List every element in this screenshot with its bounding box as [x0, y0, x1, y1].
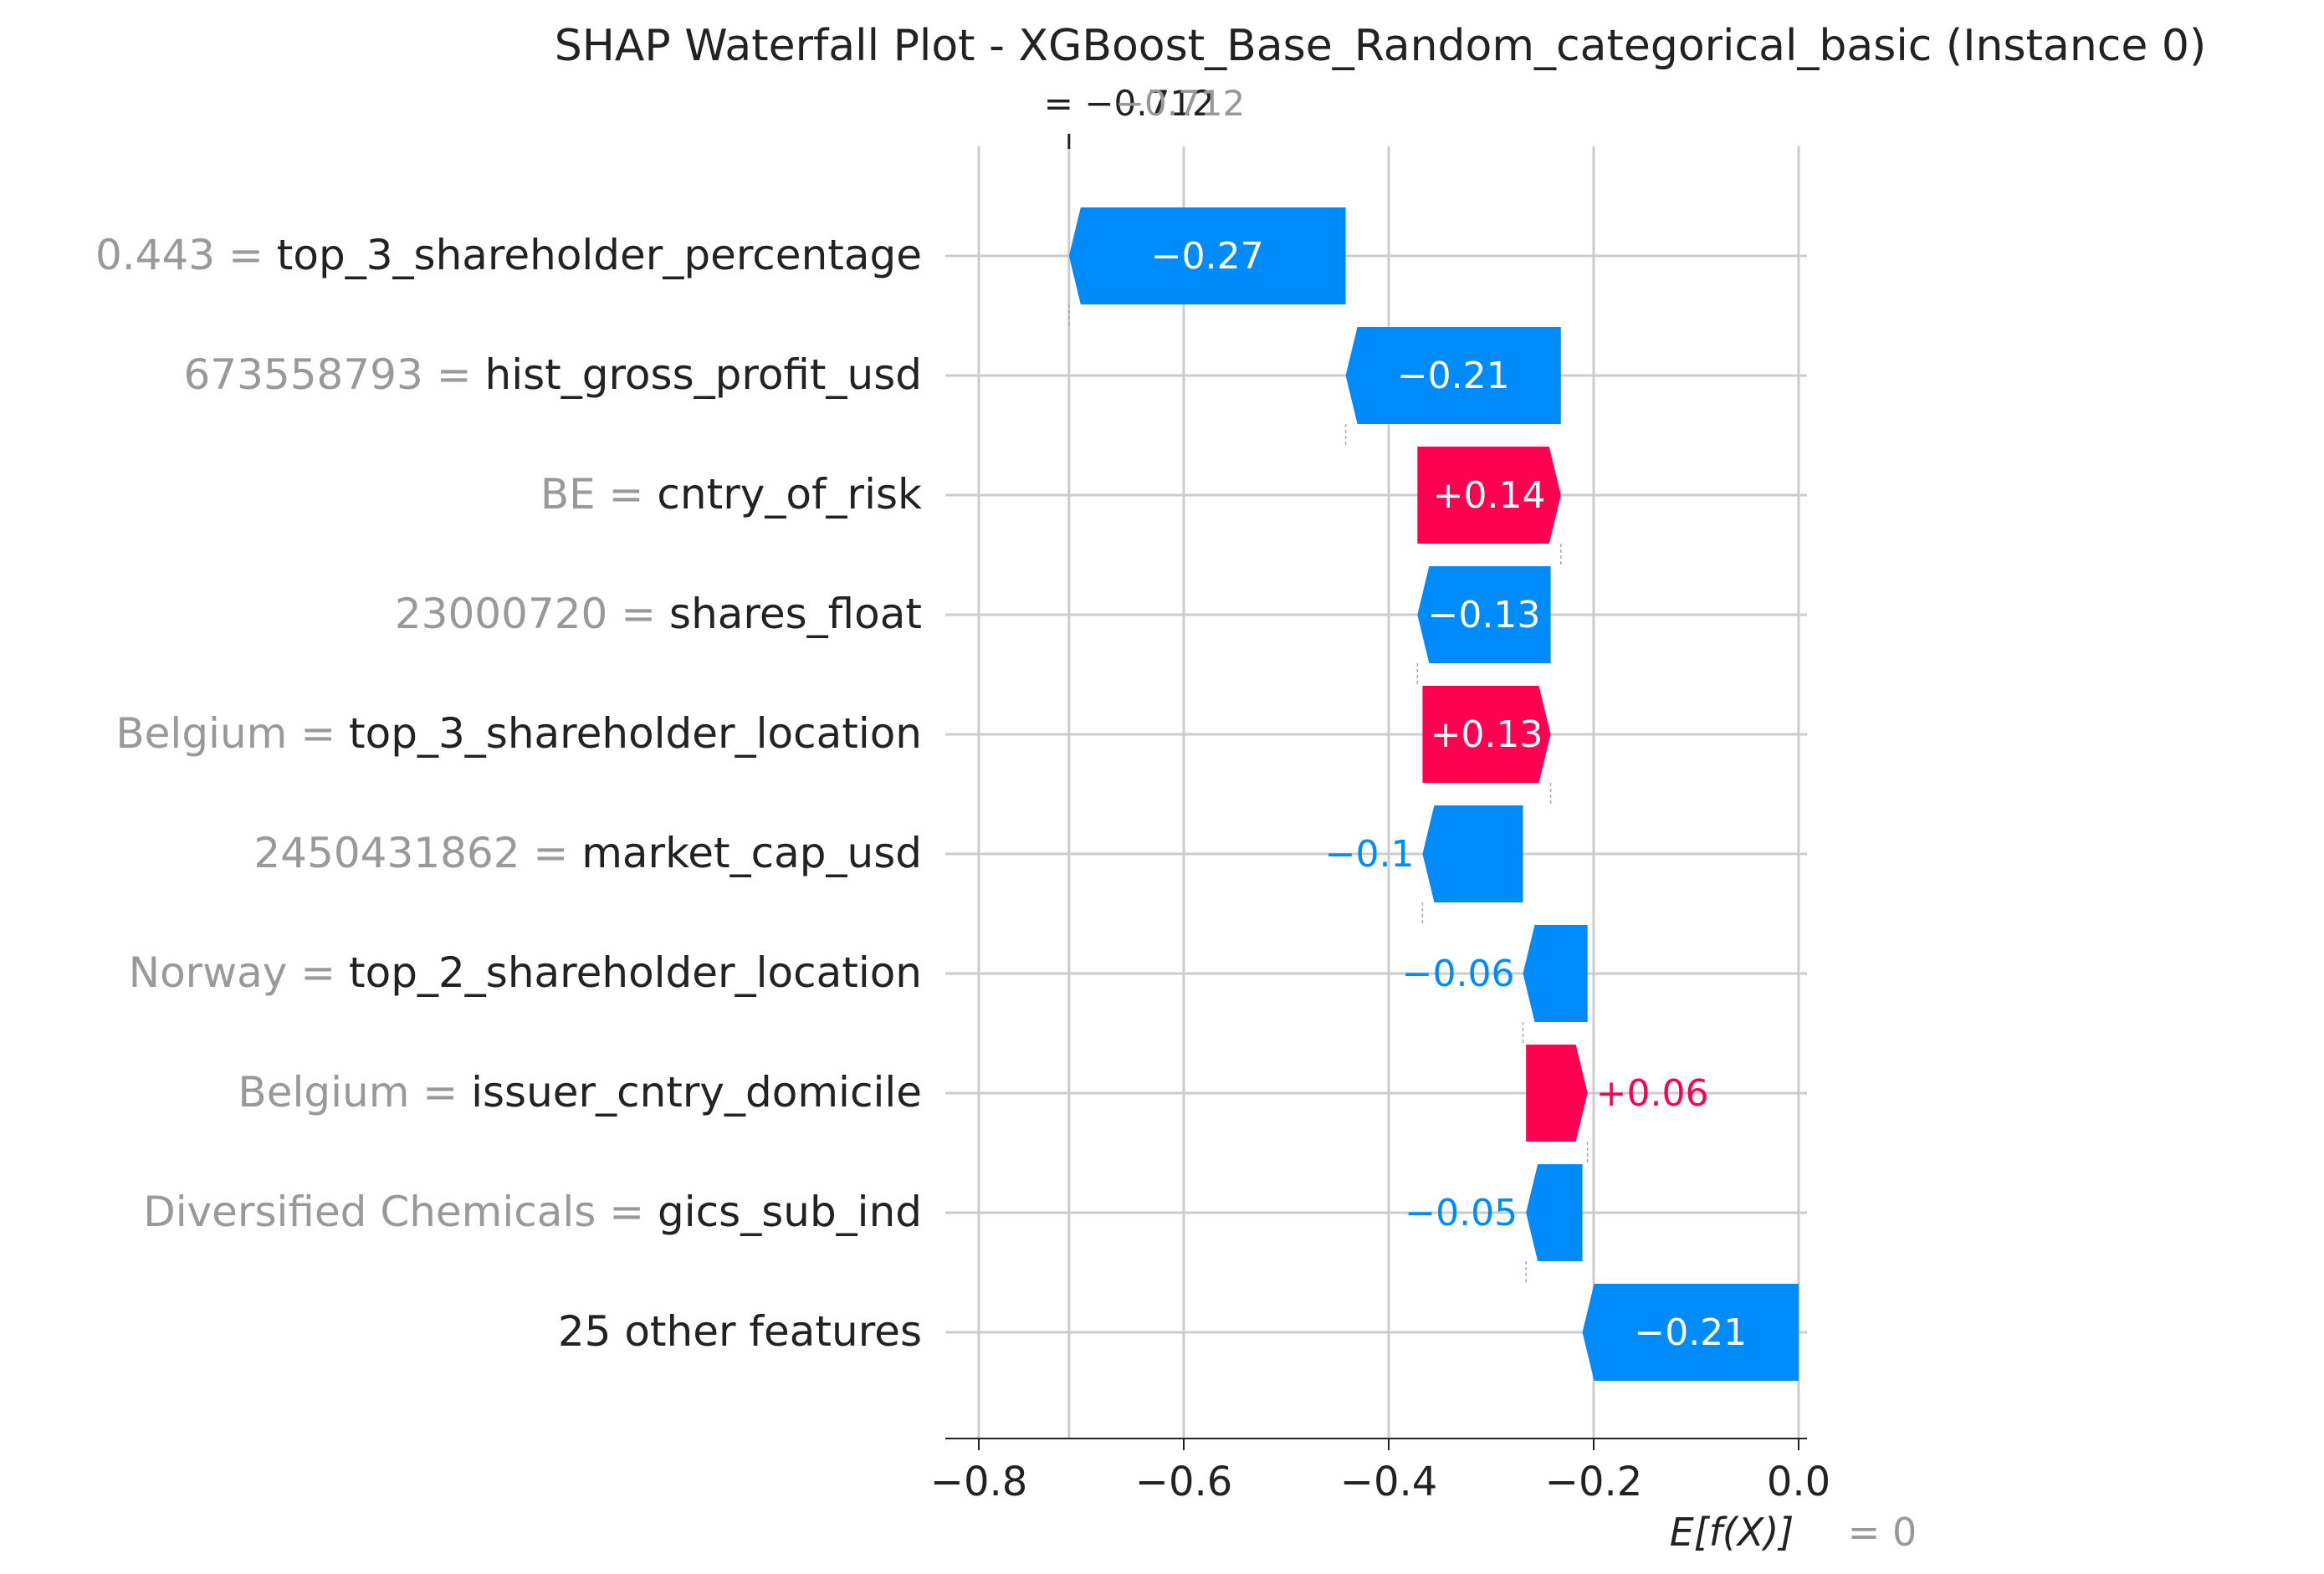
feature-label: 673558793 = hist_gross_profit_usd — [184, 350, 923, 399]
feature-name: top_3_shareholder_location — [349, 709, 922, 758]
feature-name: gics_sub_ind — [658, 1188, 922, 1236]
feature-value: Diversified Chemicals = — [143, 1188, 658, 1236]
feature-name: top_2_shareholder_location — [349, 948, 922, 997]
feature-value: 0.443 = — [95, 231, 277, 279]
x-axis: −0.8 −0.6 −0.4 −0.2 0.0 E[f(X)] = 0 — [930, 1438, 1917, 1555]
feature-value: Belgium = — [115, 709, 349, 758]
bar-cntry-of-risk — [1417, 447, 1561, 544]
bar-top-3-shareholder-percentage — [1068, 207, 1346, 304]
bar-value-label: −0.27 — [1151, 235, 1264, 278]
bar-issuer-cntry-domicile — [1526, 1045, 1588, 1142]
x-tick-label: −0.4 — [1340, 1459, 1438, 1505]
bar-top-3-shareholder-location — [1422, 686, 1551, 783]
chart-marks: = −0.712−0.712 −0.27 0.443 = top_3_shareho… — [95, 83, 1799, 1381]
feature-label: 0.443 = top_3_shareholder_percentage — [95, 231, 922, 279]
bar-value-label: −0.05 — [1405, 1192, 1518, 1234]
feature-value: BE = — [540, 470, 658, 519]
feature-label: 23000720 = shares_float — [395, 590, 922, 638]
feature-value: 23000720 = — [395, 590, 669, 638]
feature-value: Belgium = — [238, 1068, 471, 1117]
bar-value-label: −0.13 — [1428, 594, 1541, 636]
feature-label: 2450431862 = market_cap_usd — [253, 829, 922, 877]
bar-value-label: +0.14 — [1433, 474, 1546, 517]
fx-label-overlap: −0.712 — [1115, 83, 1245, 124]
feature-label: Diversified Chemicals = gics_sub_ind — [143, 1188, 922, 1236]
feature-name: issuer_cntry_domicile — [471, 1068, 922, 1117]
x-tick-label: −0.8 — [930, 1459, 1028, 1505]
bar-value-label: −0.21 — [1397, 355, 1510, 397]
feature-label: 25 other features — [558, 1307, 922, 1356]
feature-name: hist_gross_profit_usd — [485, 350, 923, 399]
base-value-label: E[f(X)] — [1670, 1510, 1794, 1555]
bar-market-cap-usd — [1422, 805, 1523, 902]
feature-label: Belgium = top_3_shareholder_location — [115, 709, 922, 758]
feature-label: Belgium = issuer_cntry_domicile — [238, 1068, 922, 1117]
bar-gics-sub-ind — [1526, 1164, 1583, 1261]
bar-value-label: −0.1 — [1325, 833, 1415, 876]
bar-value-label: +0.13 — [1431, 713, 1543, 756]
feature-name: 25 other features — [558, 1307, 922, 1356]
bar-shares-float — [1417, 566, 1551, 663]
feature-label: BE = cntry_of_risk — [540, 470, 922, 519]
feature-name: shares_float — [669, 590, 922, 638]
bar-value-label: −0.06 — [1402, 953, 1515, 995]
feature-value: 2450431862 = — [253, 829, 581, 877]
x-tick-label: −0.2 — [1545, 1459, 1643, 1505]
x-tick-label: −0.6 — [1135, 1459, 1233, 1505]
bar-value-label: +0.06 — [1596, 1072, 1709, 1115]
chart-title: SHAP Waterfall Plot - XGBoost_Base_Rando… — [555, 21, 2207, 71]
grid-lines — [945, 134, 1807, 1439]
x-tick-label: 0.0 — [1767, 1459, 1830, 1505]
feature-name: top_3_shareholder_percentage — [277, 231, 922, 279]
bar-25-other-features — [1582, 1284, 1799, 1381]
bar-top-2-shareholder-location — [1523, 925, 1588, 1022]
bar-value-label: −0.21 — [1634, 1311, 1747, 1354]
feature-name: market_cap_usd — [581, 829, 922, 877]
feature-name: cntry_of_risk — [657, 470, 922, 519]
fx-label: = −0.712 — [1044, 83, 1215, 124]
feature-label: Norway = top_2_shareholder_location — [129, 948, 922, 997]
bar-hist-gross-profit-usd — [1345, 327, 1561, 424]
feature-value: 673558793 = — [184, 350, 485, 399]
feature-value: Norway = — [129, 948, 349, 997]
base-value-number: = 0 — [1848, 1510, 1917, 1555]
